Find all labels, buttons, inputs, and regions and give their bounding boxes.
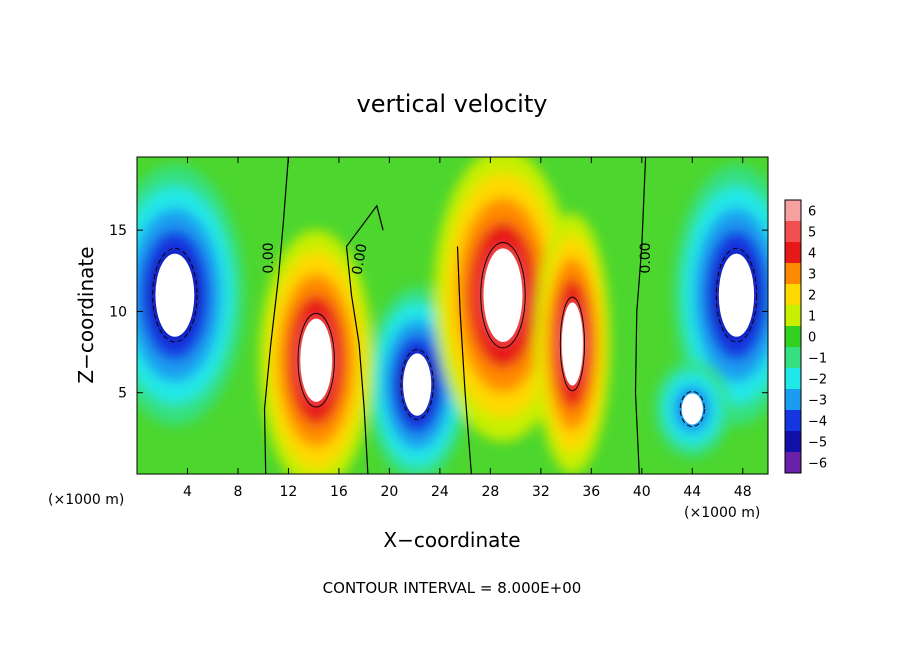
y-tick-label: 5 [118,386,127,402]
colorbar-label: −5 [808,436,827,451]
colorbar-label: 0 [808,331,816,346]
downdraft-20-core [403,353,432,416]
x-tick-label: 16 [330,484,348,500]
colorbar-label: −2 [808,373,827,388]
x-tick-label: 48 [734,484,752,500]
colorbar-swatch [785,326,801,348]
colorbar: 6 5 4 3 2 1 0 −1 −2 −3 −4 −5 −6 [784,199,827,474]
updraft-34-core [561,302,583,386]
colorbar-swatch [785,389,801,411]
contour-downdraft-40 [679,390,705,427]
colorbar-swatch [785,263,801,285]
contour-label: 0.00 [261,242,277,273]
x-tick-label: 40 [633,484,651,500]
colorbar-label: 4 [808,247,816,262]
colorbar-label: −4 [808,415,827,430]
x-tick-label: 28 [481,484,499,500]
colorbar-swatch [785,284,801,306]
zero-contour [263,157,289,474]
plot-area [137,157,768,474]
x-unit-left: (×1000 m) [48,492,124,508]
colorbar-swatch [785,242,801,264]
colorbar-swatch [785,452,801,474]
contour-updraft-14 [297,312,335,408]
x-tick-label: 36 [582,484,600,500]
zero-contour [456,246,472,474]
colorbar-swatch [785,431,801,453]
colorbar-label: 5 [808,226,816,241]
y-tick-label: 10 [109,304,127,320]
y-tick-label: 15 [109,223,127,239]
zero-contour [634,157,647,474]
x-tick-label: 24 [431,484,449,500]
colorbar-swatch [785,368,801,390]
contour-lines [152,157,758,474]
contour-interval-note: CONTOUR INTERVAL = 8.000E+00 [323,579,582,597]
x-unit-right: (×1000 m) [684,505,760,521]
contour-downdraft-right [715,247,758,343]
contour-downdraft-20 [400,349,434,421]
contour-updraft-28 [480,242,526,349]
downdraft-right-core [718,253,755,337]
plot-frame [136,156,769,475]
contour-label: 0.00 [638,242,654,273]
x-tick-label: 44 [683,484,701,500]
colorbar-swatch [785,305,801,327]
contour-downdraft-left [152,247,198,343]
zero-contour [345,204,384,474]
chart-title: vertical velocity [357,90,548,118]
colorbar-label: 6 [808,205,816,220]
x-tick-label: 4 [183,484,192,500]
x-axis-label: X−coordinate [383,528,520,552]
colorbar-swatch [785,347,801,369]
colorbar-swatch [785,200,801,222]
contour-label: 0.00 [349,243,370,276]
updraft-28-core [483,248,523,342]
colorbar-label: −3 [808,394,827,409]
velocity-cores [155,248,755,425]
downdraft-left-core [155,253,195,337]
y-axis: 5 10 15 [109,223,768,402]
x-tick-label: 12 [280,484,298,500]
contour-updraft-34 [559,296,585,392]
colorbar-label: 3 [808,268,816,283]
colorbar-label: −6 [808,457,827,472]
colorbar-label: 1 [808,310,816,325]
x-tick-label: 32 [532,484,550,500]
colorbar-label: 2 [808,289,816,304]
x-axis: 4 8 12 16 20 24 28 32 36 40 44 48 [183,157,752,500]
colorbar-label: −1 [808,352,827,367]
x-tick-label: 8 [233,484,242,500]
colorbar-swatch [785,410,801,432]
updraft-14-core [300,318,333,402]
y-axis-label: Z−coordinate [74,246,98,383]
x-tick-label: 20 [380,484,398,500]
downdraft-40-core [681,393,703,425]
colorbar-swatch [785,221,801,243]
colorbar-frame [784,199,802,474]
